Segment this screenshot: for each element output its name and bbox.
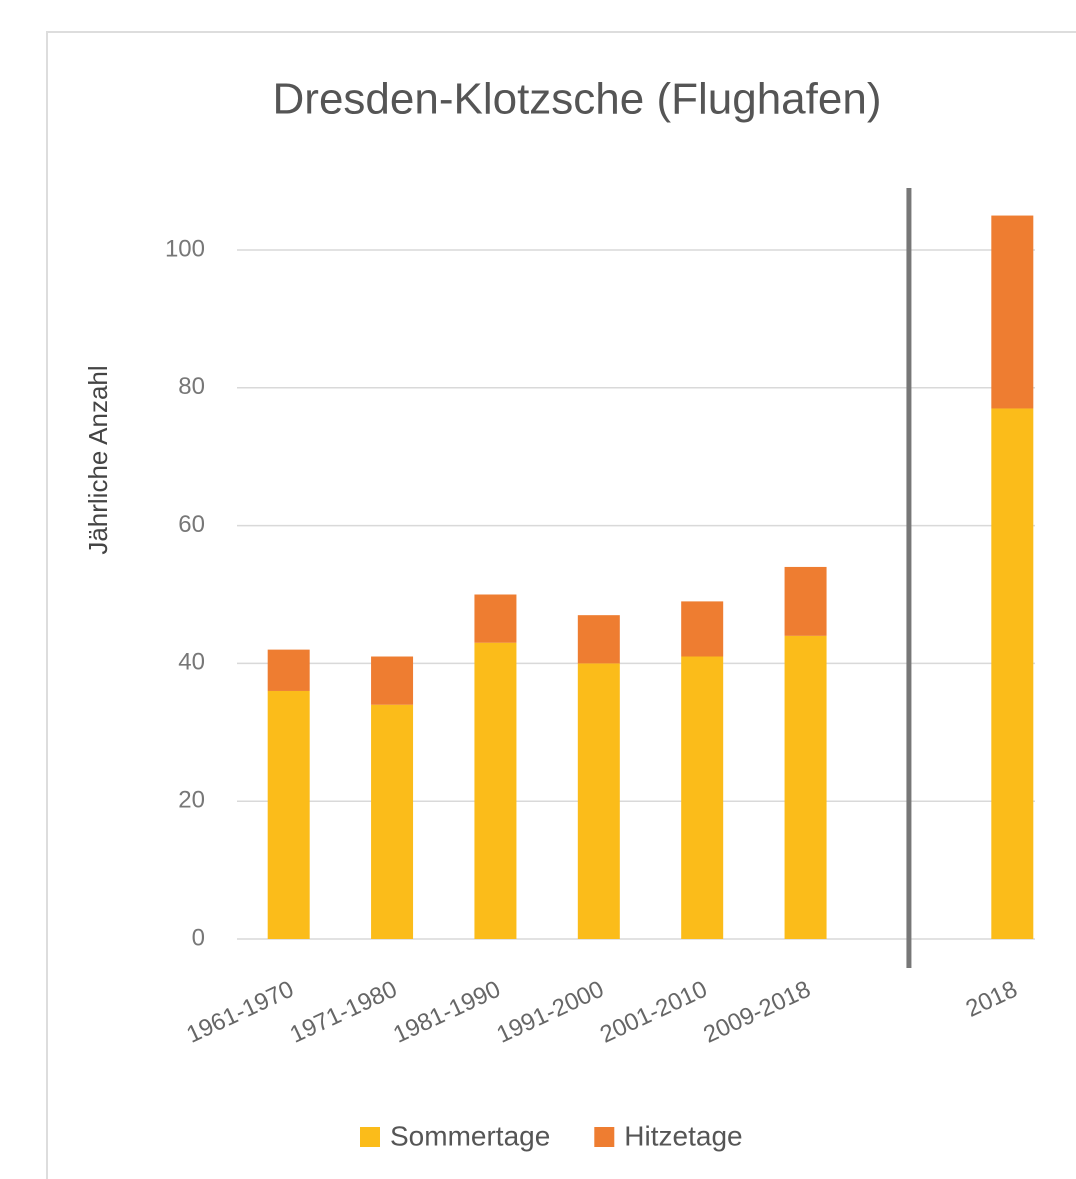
bar-segment (371, 656, 414, 705)
legend-label: Hitzetage (624, 1120, 742, 1151)
bar-segment (371, 704, 414, 939)
chart-frame (46, 31, 1076, 1179)
legend-swatch (594, 1127, 615, 1147)
y-tick-label: 100 (165, 235, 205, 262)
x-tick-label: 2001-2010 (596, 976, 711, 1049)
legend-swatch (360, 1127, 380, 1147)
bar-segment (577, 663, 620, 939)
bar-segment (577, 615, 620, 664)
y-tick-label: 80 (178, 373, 205, 400)
y-tick-label: 60 (178, 511, 205, 538)
bar-segment (267, 649, 310, 691)
bar-segment (474, 594, 517, 643)
y-tick-label: 40 (178, 649, 205, 676)
x-tick-label: 1981-1990 (389, 976, 504, 1049)
x-tick-label: 2009-2018 (699, 976, 814, 1049)
y-tick-label: 0 (192, 924, 205, 951)
y-tick-label: 20 (178, 787, 205, 814)
bar-segment (681, 601, 724, 657)
chart-title: Dresden-Klotzsche (Flughafen) (273, 75, 882, 124)
bar-segment (474, 642, 517, 939)
bar-segment (784, 566, 827, 636)
bar-segment (784, 635, 827, 939)
legend-label: Sommertage (390, 1120, 550, 1151)
bar-segment (681, 656, 724, 939)
bar-segment (991, 408, 1034, 940)
x-tick-label: 1971-1980 (286, 976, 401, 1049)
bar-segment (991, 215, 1034, 409)
x-tick-label: 1961-1970 (182, 976, 297, 1049)
x-tick-label: 1991-2000 (493, 976, 608, 1049)
x-tick-label: 2018 (962, 976, 1022, 1023)
bar-segment (267, 690, 310, 939)
y-axis-label: Jährliche Anzahl (83, 365, 113, 554)
